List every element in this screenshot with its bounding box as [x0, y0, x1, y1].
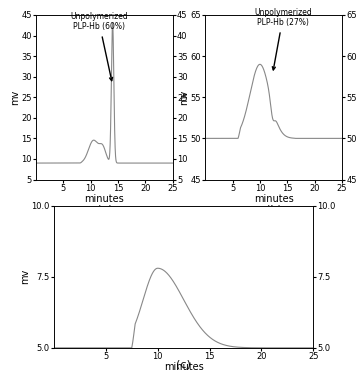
Text: Unpolymerized
PLP-Hb (27%): Unpolymerized PLP-Hb (27%) [254, 8, 312, 70]
Text: (c): (c) [176, 360, 191, 370]
Y-axis label: mv: mv [20, 269, 30, 284]
X-axis label: minutes: minutes [254, 194, 293, 204]
Y-axis label: mv: mv [179, 90, 189, 105]
Text: (a): (a) [96, 205, 112, 214]
Y-axis label: mv: mv [10, 90, 20, 105]
X-axis label: minutes: minutes [164, 362, 203, 373]
X-axis label: minutes: minutes [85, 194, 124, 204]
Text: (b): (b) [266, 205, 282, 214]
Text: Unpolymerized
PLP-Hb (60%): Unpolymerized PLP-Hb (60%) [70, 12, 128, 81]
